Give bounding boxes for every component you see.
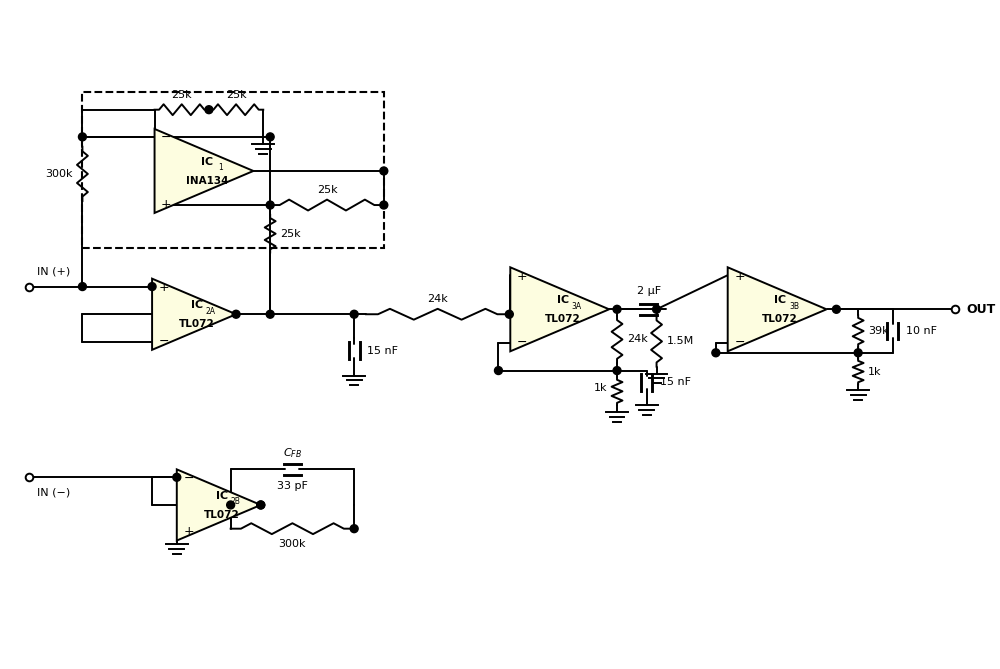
Text: −: − bbox=[159, 334, 169, 347]
Text: 2A: 2A bbox=[206, 307, 216, 316]
Circle shape bbox=[148, 282, 156, 290]
Text: IN (+): IN (+) bbox=[37, 267, 70, 277]
Text: +: + bbox=[159, 281, 169, 294]
Circle shape bbox=[78, 282, 86, 290]
Circle shape bbox=[494, 367, 502, 375]
Text: +: + bbox=[183, 525, 194, 538]
Text: 25k: 25k bbox=[280, 229, 301, 239]
Circle shape bbox=[380, 201, 388, 209]
Text: 15 nF: 15 nF bbox=[367, 346, 398, 356]
Circle shape bbox=[613, 367, 621, 375]
Circle shape bbox=[257, 501, 265, 509]
Text: −: − bbox=[161, 131, 172, 145]
Circle shape bbox=[613, 305, 621, 313]
Circle shape bbox=[350, 524, 358, 533]
Text: 25k: 25k bbox=[226, 90, 246, 100]
Text: 25k: 25k bbox=[171, 90, 192, 100]
Circle shape bbox=[266, 201, 274, 209]
Circle shape bbox=[232, 310, 240, 318]
Circle shape bbox=[266, 310, 274, 318]
Text: 24k: 24k bbox=[427, 294, 448, 304]
Text: 3A: 3A bbox=[571, 302, 582, 311]
Text: IC: IC bbox=[557, 296, 569, 306]
Text: 1.5M: 1.5M bbox=[666, 337, 694, 347]
Circle shape bbox=[854, 349, 862, 357]
Text: IC: IC bbox=[191, 300, 203, 310]
Polygon shape bbox=[177, 470, 261, 541]
Text: IC: IC bbox=[216, 491, 228, 501]
Text: −: − bbox=[183, 472, 194, 485]
Text: TL072: TL072 bbox=[762, 314, 798, 324]
Text: +: + bbox=[161, 197, 172, 211]
Circle shape bbox=[257, 501, 265, 509]
Circle shape bbox=[380, 167, 388, 175]
Text: 15 nF: 15 nF bbox=[660, 377, 691, 387]
Text: 39k: 39k bbox=[868, 326, 889, 336]
Text: 1k: 1k bbox=[594, 383, 607, 393]
Text: IN (−): IN (−) bbox=[37, 487, 70, 497]
Circle shape bbox=[505, 310, 513, 318]
Polygon shape bbox=[155, 129, 253, 213]
Text: 3B: 3B bbox=[789, 302, 799, 311]
Text: 2B: 2B bbox=[231, 498, 241, 506]
Polygon shape bbox=[510, 268, 609, 351]
Text: 300k: 300k bbox=[279, 539, 306, 549]
Circle shape bbox=[173, 474, 181, 481]
Polygon shape bbox=[152, 279, 236, 350]
Circle shape bbox=[266, 133, 274, 140]
Text: 24k: 24k bbox=[627, 334, 648, 345]
Text: 2 μF: 2 μF bbox=[637, 286, 661, 296]
Polygon shape bbox=[728, 268, 827, 351]
Text: 10 nF: 10 nF bbox=[906, 326, 937, 336]
Text: 300k: 300k bbox=[45, 169, 73, 179]
Text: OUT: OUT bbox=[967, 303, 996, 316]
Circle shape bbox=[227, 501, 235, 509]
Text: 1k: 1k bbox=[868, 367, 882, 377]
Circle shape bbox=[205, 106, 213, 114]
Circle shape bbox=[712, 349, 720, 357]
Circle shape bbox=[350, 310, 358, 318]
Text: +: + bbox=[517, 270, 527, 283]
Text: IC: IC bbox=[774, 296, 786, 306]
Text: TL072: TL072 bbox=[179, 319, 215, 329]
Bar bbox=[82, 92, 384, 248]
Text: 1: 1 bbox=[218, 163, 223, 173]
Text: $C_{FB}$: $C_{FB}$ bbox=[283, 446, 302, 460]
Circle shape bbox=[78, 133, 86, 140]
Text: −: − bbox=[517, 336, 527, 349]
Text: 33 pF: 33 pF bbox=[277, 481, 308, 491]
Circle shape bbox=[653, 305, 661, 313]
Text: TL072: TL072 bbox=[204, 510, 240, 520]
Text: IC: IC bbox=[201, 157, 213, 167]
Circle shape bbox=[832, 305, 840, 313]
Text: −: − bbox=[734, 336, 745, 349]
Text: 25k: 25k bbox=[317, 185, 337, 195]
Text: TL072: TL072 bbox=[545, 314, 581, 324]
Text: INA134: INA134 bbox=[186, 176, 228, 186]
Text: +: + bbox=[734, 270, 745, 283]
